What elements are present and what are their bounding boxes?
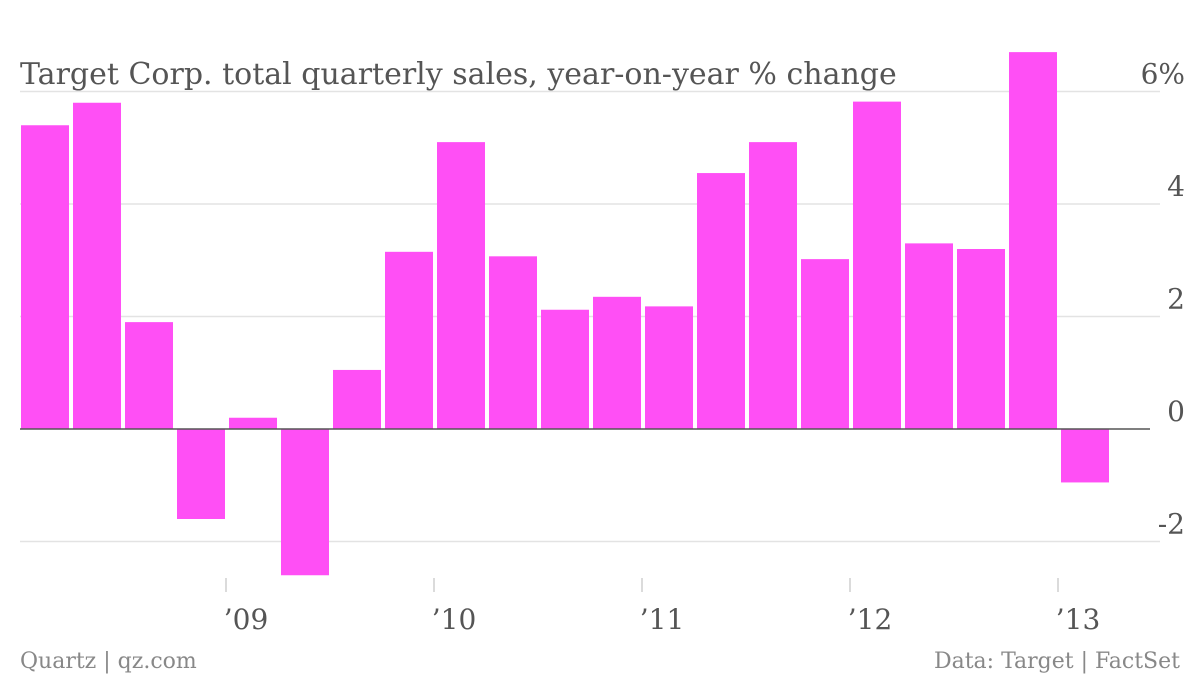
bar <box>541 309 589 429</box>
x-tick-label: ’11 <box>640 603 685 636</box>
x-tick-label: ’09 <box>224 603 269 636</box>
bar <box>177 429 225 519</box>
bar <box>1061 429 1109 483</box>
footer-source-right: Data: Target | FactSet <box>934 649 1180 674</box>
bar <box>697 173 745 429</box>
x-tick-label: ’10 <box>432 603 477 636</box>
bar <box>385 251 433 429</box>
bar <box>489 256 537 429</box>
bar <box>1009 52 1057 429</box>
y-tick-label: 4 <box>1167 170 1185 203</box>
bar <box>853 101 901 429</box>
bar <box>73 102 121 429</box>
bar <box>905 243 953 429</box>
x-tick-label: ’13 <box>1056 603 1101 636</box>
y-tick-label: 0 <box>1167 395 1185 428</box>
grid-lines <box>20 90 1160 543</box>
x-tick-label: ’12 <box>848 603 893 636</box>
bars <box>21 52 1109 576</box>
bar <box>21 125 69 429</box>
bar <box>801 259 849 429</box>
bar <box>957 249 1005 429</box>
x-axis-ticks: ’09 ’10 ’11 ’12 ’13 <box>224 578 1101 636</box>
bar <box>437 142 485 429</box>
bar <box>125 322 173 429</box>
bar <box>645 306 693 429</box>
bar <box>593 296 641 429</box>
footer-source-left: Quartz | qz.com <box>20 649 197 674</box>
bar <box>281 429 329 576</box>
y-tick-label: -2 <box>1158 508 1185 541</box>
bar <box>749 142 797 429</box>
y-axis-ticks: 6% 4 2 0 -2 <box>1141 58 1185 541</box>
y-tick-label: 6% <box>1141 58 1185 91</box>
bar <box>229 417 277 429</box>
bar <box>333 369 381 429</box>
y-tick-label: 2 <box>1167 283 1185 316</box>
chart-title: Target Corp. total quarterly sales, year… <box>20 57 897 92</box>
